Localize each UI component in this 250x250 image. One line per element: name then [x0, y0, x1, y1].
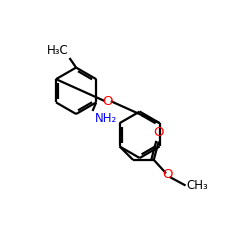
- Text: NH₂: NH₂: [95, 112, 117, 125]
- Text: O: O: [103, 95, 113, 108]
- Text: O: O: [154, 126, 164, 139]
- Text: CH₃: CH₃: [187, 179, 208, 192]
- Text: H₃C: H₃C: [46, 44, 68, 57]
- Text: O: O: [162, 168, 172, 181]
